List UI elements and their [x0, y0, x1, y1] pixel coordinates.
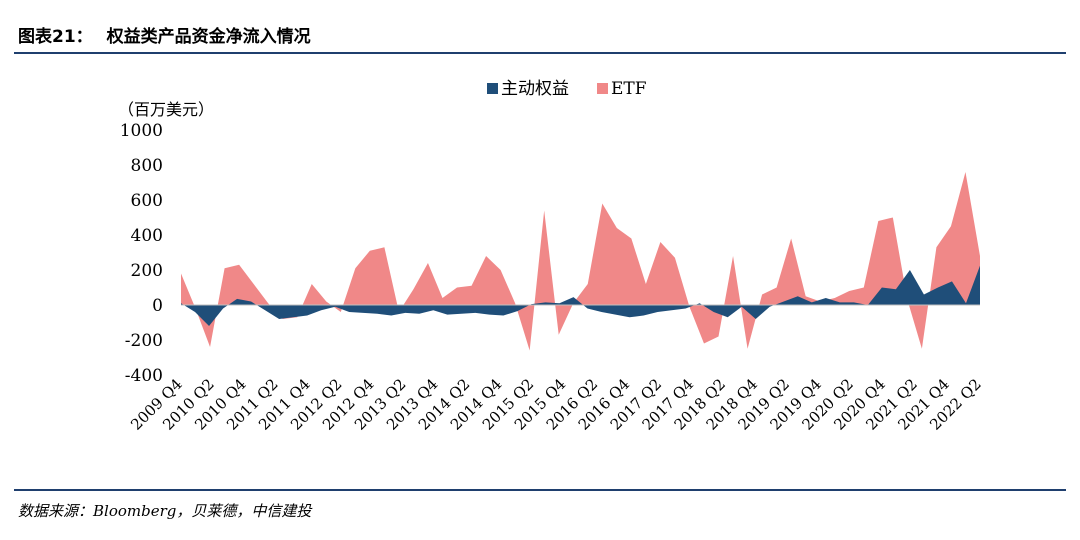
figure-label: 图表21： [18, 27, 93, 47]
y-axis: 1000 800 600 400 200 0 -200 -400 [120, 121, 163, 386]
legend-swatch [487, 83, 498, 94]
legend-label: ETF [611, 79, 647, 99]
y-tick-label: 400 [131, 226, 163, 246]
y-tick-label: 600 [131, 191, 163, 211]
y-tick-label: 800 [131, 156, 163, 176]
source-note: 数据来源：Bloomberg，贝莱德，中信建投 [18, 502, 312, 520]
active-equity-area [181, 265, 980, 326]
etf-area [181, 172, 980, 351]
y-tick-label: 0 [152, 296, 163, 316]
area-chart: 主动权益 ETF （百万美元） 1000 800 600 400 200 0 -200 -400… [118, 79, 985, 434]
y-unit-label: （百万美元） [118, 100, 214, 119]
plot-area [181, 172, 980, 351]
legend-swatch [597, 83, 608, 94]
chart-title: 图表21： 权益类产品资金净流入情况 [18, 22, 311, 47]
legend: 主动权益 ETF [487, 79, 647, 99]
top-divider [14, 52, 1066, 54]
figure-title: 权益类产品资金净流入情况 [106, 27, 311, 47]
legend-label: 主动权益 [501, 79, 569, 99]
bottom-divider [14, 489, 1066, 491]
y-tick-label: 1000 [120, 121, 163, 141]
y-tick-label: -200 [125, 331, 163, 351]
y-tick-label: -400 [125, 366, 163, 386]
y-tick-label: 200 [131, 261, 163, 281]
